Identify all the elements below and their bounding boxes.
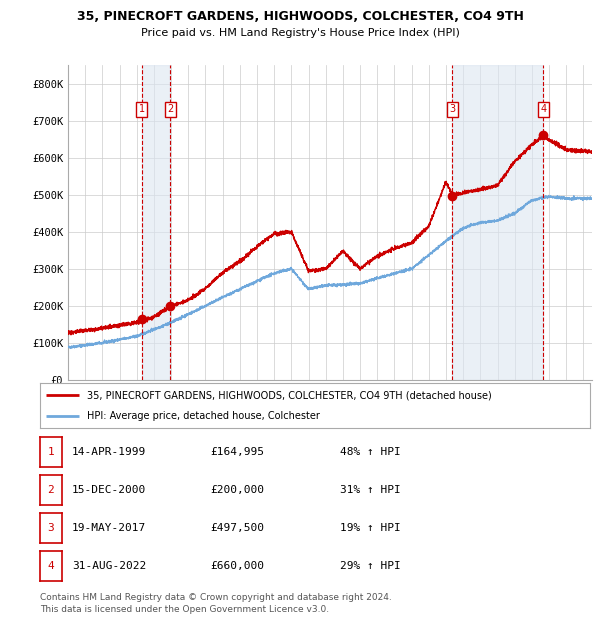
Text: £200,000: £200,000 — [210, 485, 264, 495]
Text: £497,500: £497,500 — [210, 523, 264, 533]
Text: 15-DEC-2000: 15-DEC-2000 — [72, 485, 146, 495]
Bar — [452, 65, 543, 380]
Text: 1: 1 — [47, 447, 55, 457]
Text: Contains HM Land Registry data © Crown copyright and database right 2024.: Contains HM Land Registry data © Crown c… — [40, 593, 392, 603]
Text: 4: 4 — [540, 105, 546, 115]
Text: 29% ↑ HPI: 29% ↑ HPI — [340, 561, 401, 571]
Text: Price paid vs. HM Land Registry's House Price Index (HPI): Price paid vs. HM Land Registry's House … — [140, 28, 460, 38]
Text: 31% ↑ HPI: 31% ↑ HPI — [340, 485, 401, 495]
Text: £660,000: £660,000 — [210, 561, 264, 571]
Text: 2: 2 — [47, 485, 55, 495]
Text: 31-AUG-2022: 31-AUG-2022 — [72, 561, 146, 571]
Text: 4: 4 — [47, 561, 55, 571]
Text: 2: 2 — [167, 105, 173, 115]
Text: 3: 3 — [47, 523, 55, 533]
Text: 35, PINECROFT GARDENS, HIGHWOODS, COLCHESTER, CO4 9TH (detached house): 35, PINECROFT GARDENS, HIGHWOODS, COLCHE… — [87, 390, 491, 400]
Text: 48% ↑ HPI: 48% ↑ HPI — [340, 447, 401, 457]
Text: 19-MAY-2017: 19-MAY-2017 — [72, 523, 146, 533]
Text: £164,995: £164,995 — [210, 447, 264, 457]
Text: This data is licensed under the Open Government Licence v3.0.: This data is licensed under the Open Gov… — [40, 606, 329, 614]
Text: 14-APR-1999: 14-APR-1999 — [72, 447, 146, 457]
Bar — [142, 65, 170, 380]
Text: 3: 3 — [449, 105, 455, 115]
Text: 19% ↑ HPI: 19% ↑ HPI — [340, 523, 401, 533]
Text: 35, PINECROFT GARDENS, HIGHWOODS, COLCHESTER, CO4 9TH: 35, PINECROFT GARDENS, HIGHWOODS, COLCHE… — [77, 10, 523, 23]
Text: HPI: Average price, detached house, Colchester: HPI: Average price, detached house, Colc… — [87, 411, 320, 421]
Text: 1: 1 — [139, 105, 145, 115]
